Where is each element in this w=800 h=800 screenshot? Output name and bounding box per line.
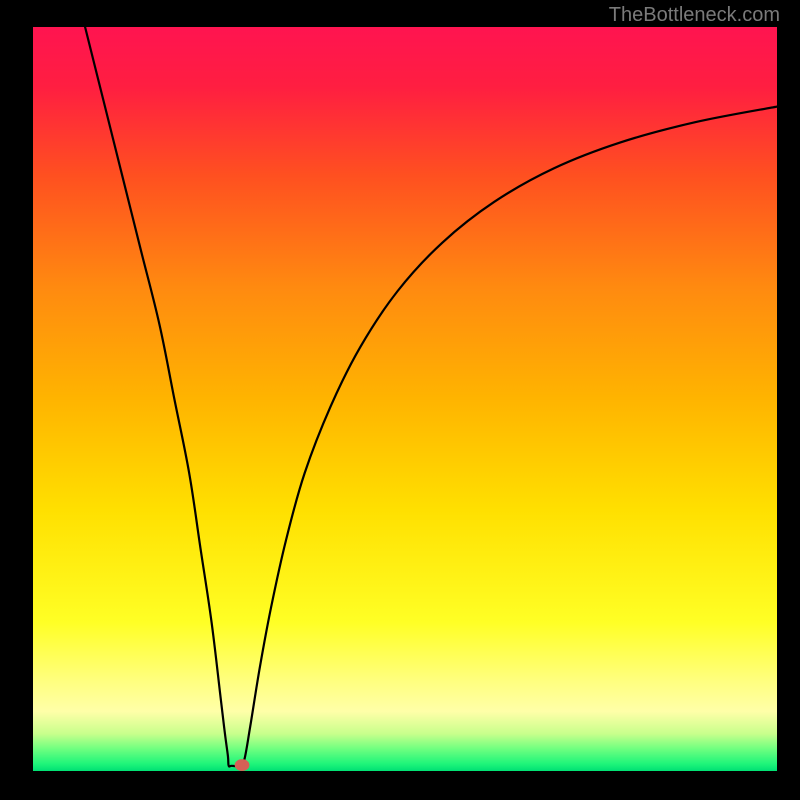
plot-area (33, 27, 777, 771)
bottleneck-curve (85, 27, 777, 767)
watermark-text: TheBottleneck.com (609, 4, 780, 27)
minimum-marker (235, 760, 249, 771)
bottleneck-curve-svg (33, 27, 777, 771)
chart-container: TheBottleneck.com (0, 0, 800, 800)
